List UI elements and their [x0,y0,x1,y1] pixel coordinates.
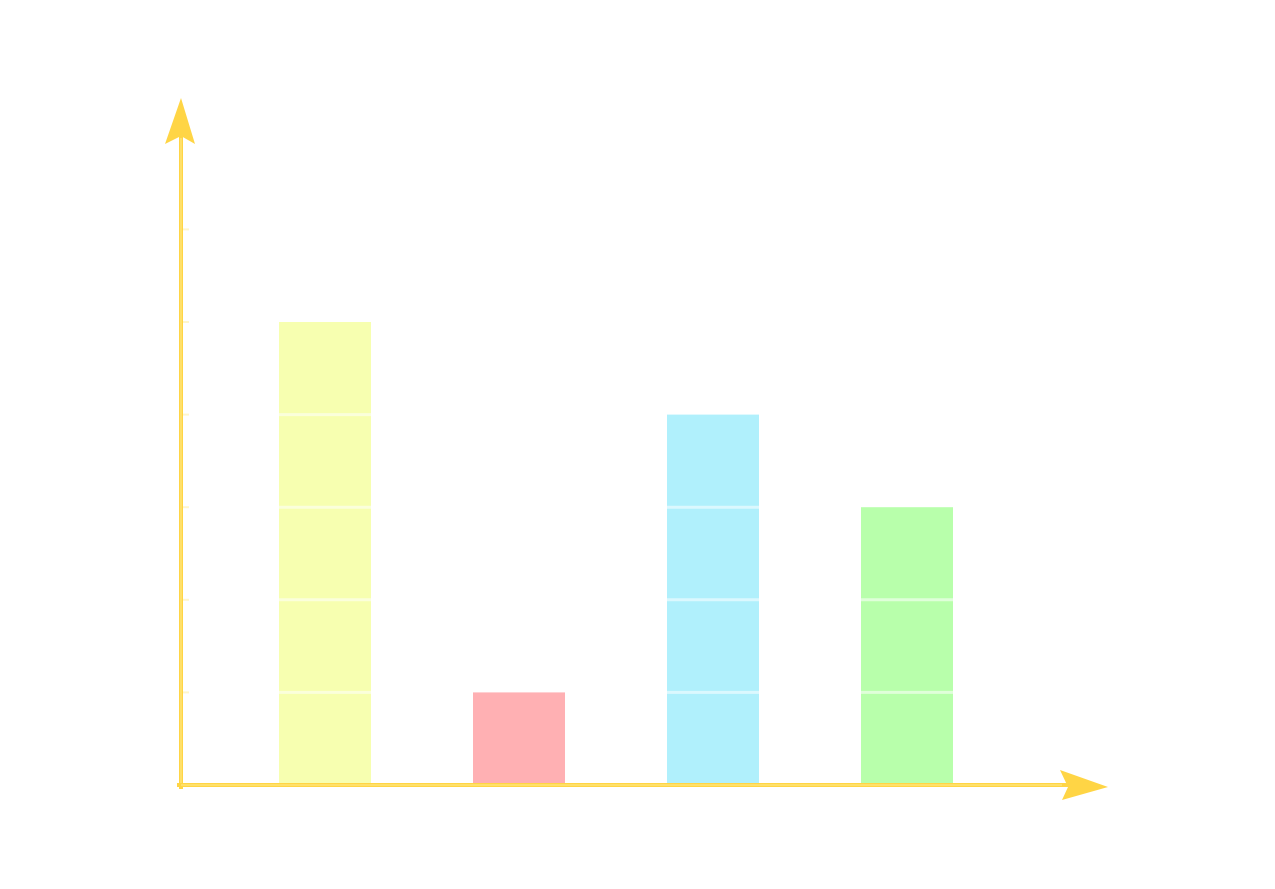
y-axis-arrow-icon [165,98,195,144]
bar-1 [279,322,371,785]
chart-gridlines [183,228,189,694]
chart-axes [165,98,1108,800]
bar-2 [473,692,565,785]
bar-4 [861,507,953,785]
x-axis-arrow-icon [1060,770,1108,800]
bar-unit-dividers [279,413,953,694]
chart-bars [279,322,953,785]
